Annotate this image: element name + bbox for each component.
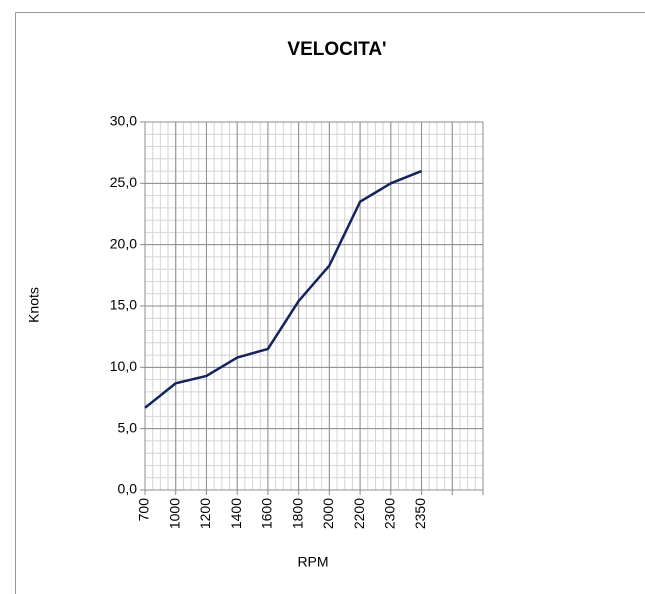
y-tick-label: 30,0	[110, 113, 137, 129]
x-tick-label: 1600	[259, 498, 275, 529]
line	[144, 169, 423, 409]
x-axis-label: RPM	[297, 554, 328, 570]
x-tick-label: 2000	[320, 498, 336, 529]
y-tick-label: 15,0	[110, 297, 137, 313]
x-tick-label: 2350	[412, 498, 428, 529]
y-axis-label: Knots	[26, 287, 42, 323]
y-tick-label: 0,0	[118, 481, 138, 497]
x-tick-label: 2300	[382, 498, 398, 529]
x-tick-label: 700	[136, 498, 152, 522]
y-tick-label: 5,0	[118, 419, 138, 435]
chart-title: VELOCITA'	[287, 39, 386, 60]
y-tick-label: 10,0	[110, 358, 137, 374]
x-tick-label: 1800	[289, 498, 305, 529]
x-tick-label: 2200	[351, 498, 367, 529]
y-tick-label: 20,0	[110, 235, 137, 251]
x-tick-label: 1000	[166, 498, 182, 529]
x-tick-label: 1400	[228, 498, 244, 529]
x-tick-label: 1200	[197, 498, 213, 529]
y-tick-label: 25,0	[110, 174, 137, 190]
